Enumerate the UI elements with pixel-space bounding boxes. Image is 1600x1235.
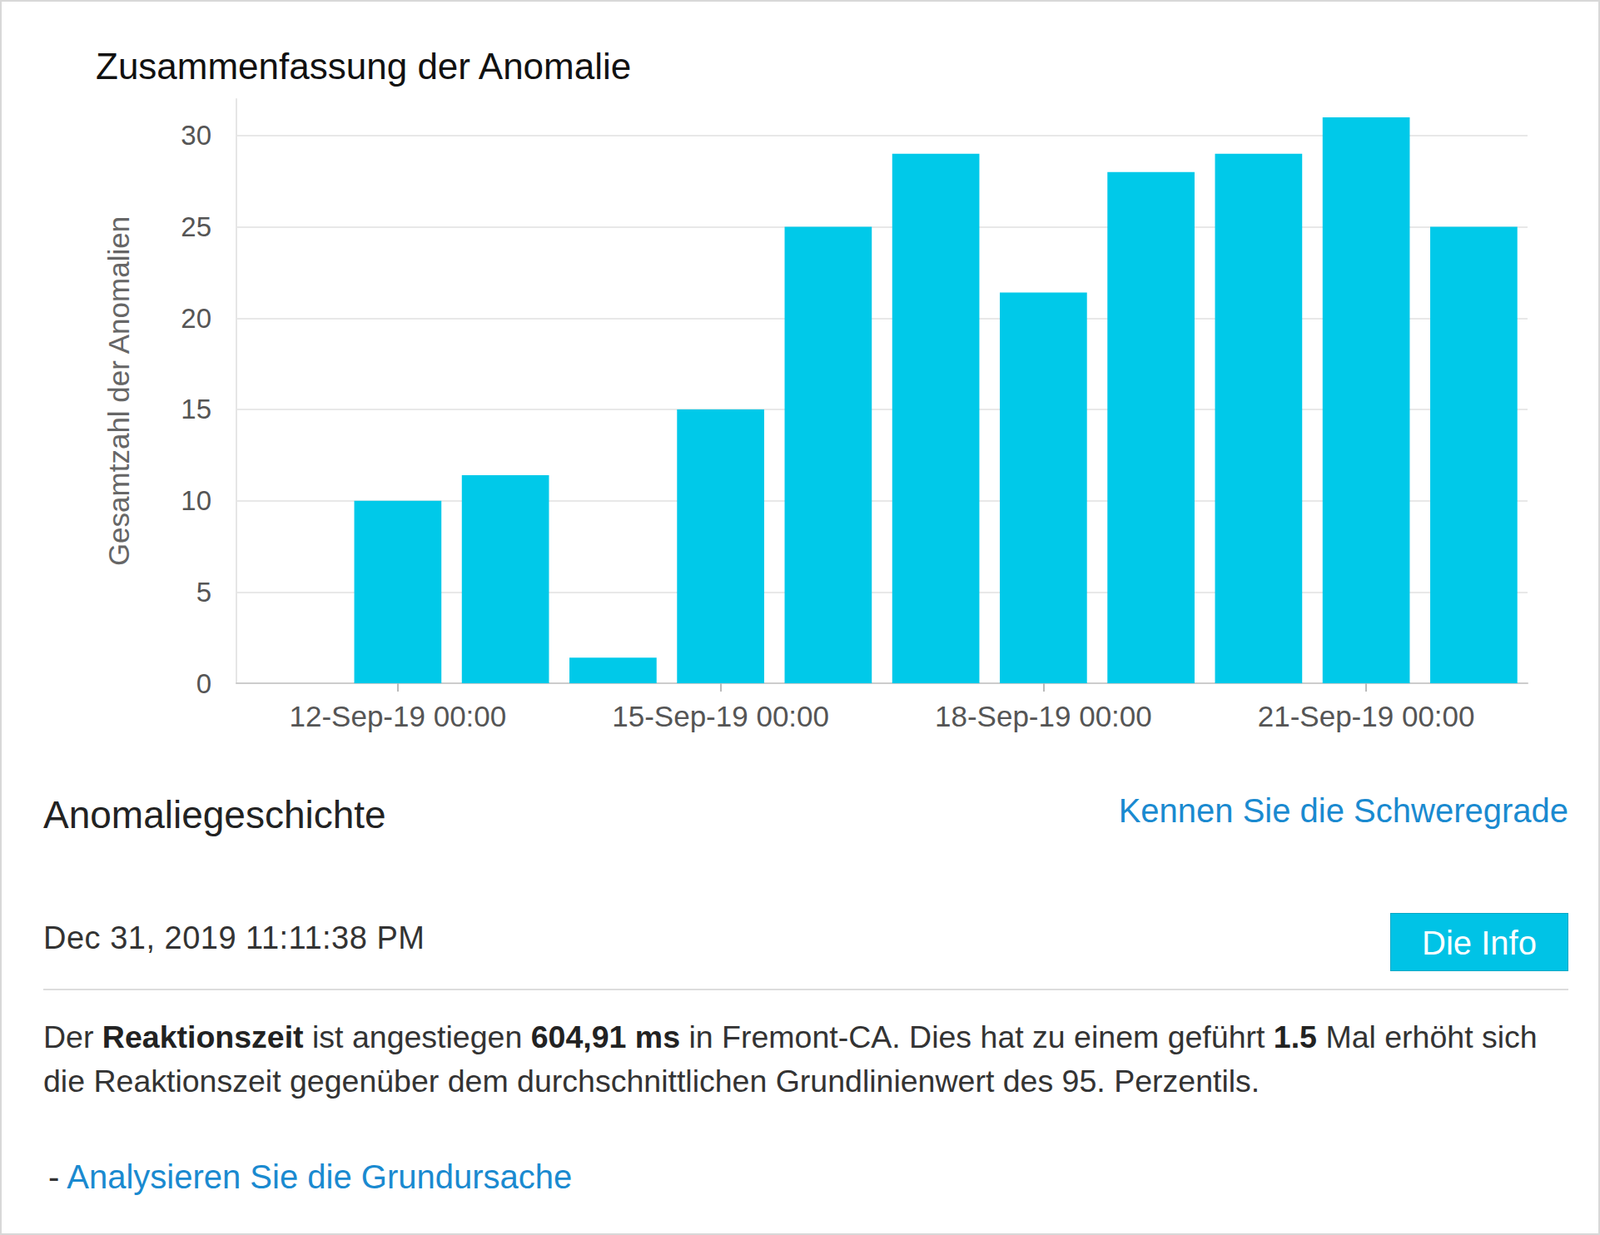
svg-text:15-Sep-19 00:00: 15-Sep-19 00:00 — [611, 700, 830, 733]
html-text:Der Reaktionszeit ist angestie: Der Reaktionszeit ist angestiegen 604,91… — [43, 1019, 1538, 1099]
svg-text:12-Sep-19 00:00: 12-Sep-19 00:00 — [288, 700, 507, 733]
svg-text:18-Sep-19 00:00: 18-Sep-19 00:00 — [934, 700, 1153, 733]
svg-text:15: 15 — [180, 393, 212, 425]
svg-text:10: 10 — [180, 485, 212, 517]
svg-text:Gesamtzahl der Anomalien: Gesamtzahl der Anomalien — [102, 216, 135, 567]
svg-text:30: 30 — [180, 119, 212, 151]
svg-text:0: 0 — [196, 668, 212, 700]
html-text:Die Info: Die Info — [1421, 924, 1537, 962]
svg-text:25: 25 — [180, 211, 212, 243]
svg-text:20: 20 — [180, 303, 212, 334]
html-text:- Analysieren Sie die Grundurs: - Analysieren Sie die Grundursache — [48, 1158, 573, 1196]
svg-text:Zusammenfassung der Anomalie: Zusammenfassung der Anomalie — [95, 45, 632, 87]
svg-text:5: 5 — [196, 576, 212, 608]
svg-text:21-Sep-19 00:00: 21-Sep-19 00:00 — [1257, 700, 1476, 733]
html-text:Anomaliegeschichte: Anomaliegeschichte — [43, 793, 387, 837]
html-text:Dec 31, 2019 11:11:38 PM: Dec 31, 2019 11:11:38 PM — [43, 920, 425, 956]
html-text:Kennen Sie die Schweregrade: Kennen Sie die Schweregrade — [1118, 792, 1569, 830]
